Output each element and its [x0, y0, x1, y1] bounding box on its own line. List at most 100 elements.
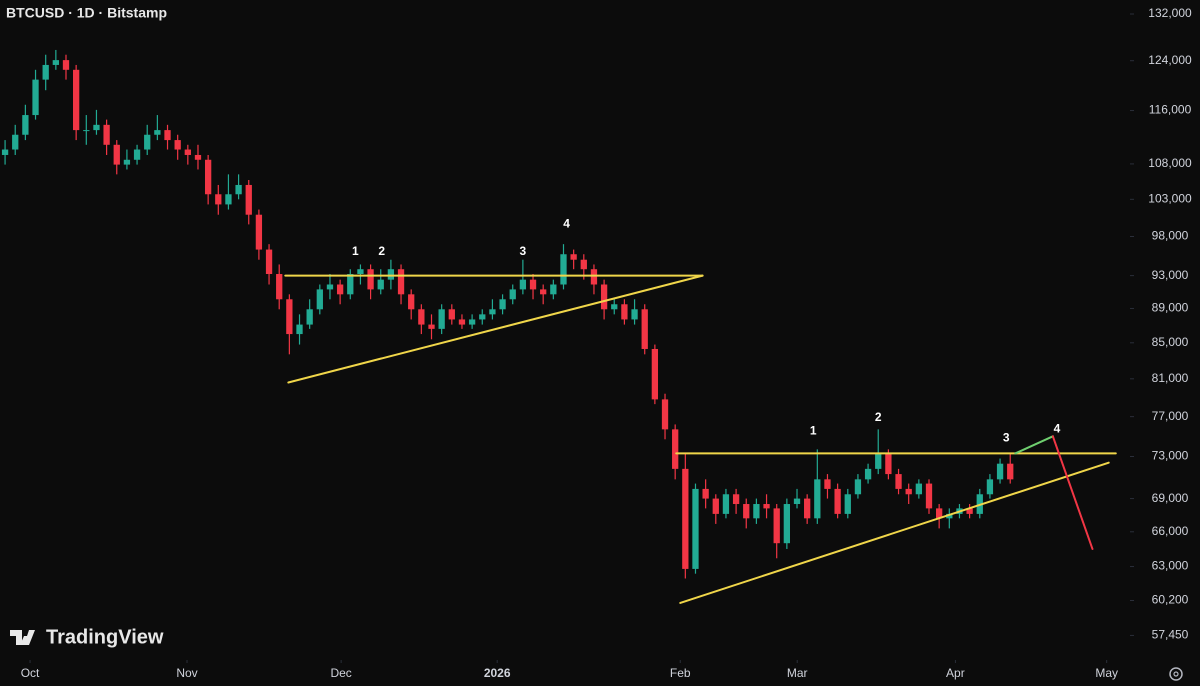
candle-body	[357, 269, 364, 275]
trend-line	[1014, 435, 1054, 455]
candle-body	[641, 309, 648, 349]
candle-body	[418, 309, 425, 325]
candle-body	[164, 130, 171, 141]
candle-body	[611, 304, 618, 310]
candle-body	[52, 60, 59, 65]
candle-body	[336, 284, 344, 295]
plot-area: 1 2 3 4 1 2 3 4	[1, 49, 1117, 604]
candle-body	[306, 309, 313, 325]
candle-body	[408, 294, 415, 310]
candle-body	[621, 304, 628, 320]
candle-body	[692, 488, 699, 569]
candle-body	[925, 483, 933, 509]
candle-body	[32, 79, 39, 116]
candle-body	[428, 324, 435, 329]
y-tick-label: 73,000	[1152, 449, 1189, 463]
x-tick-label: Oct	[21, 666, 40, 680]
brand-logo: TradingView	[10, 626, 164, 648]
candle-body	[529, 279, 537, 290]
candle-body	[1, 149, 9, 155]
x-tick-label: Feb	[670, 666, 691, 680]
wave-label: 1	[810, 424, 817, 438]
candle-body	[255, 214, 263, 250]
trend-line	[679, 461, 1110, 604]
candle-body	[743, 504, 750, 519]
settings-icon[interactable]	[1169, 667, 1183, 681]
candle-body	[702, 488, 709, 499]
candle-body	[83, 130, 90, 132]
x-tick-label: May	[1095, 666, 1118, 680]
candle-body	[936, 508, 943, 519]
candle-body	[915, 483, 922, 495]
candle-body	[93, 124, 100, 131]
candle-body	[387, 269, 395, 280]
y-tick-label: 85,000	[1152, 335, 1189, 349]
candle-body	[875, 453, 882, 469]
y-tick-label: 57,450	[1152, 628, 1189, 642]
candle-body	[225, 194, 232, 205]
candle-body	[783, 504, 791, 544]
candle-body	[763, 504, 770, 509]
candle-body	[103, 124, 110, 145]
y-tick-label: 66,000	[1152, 524, 1189, 538]
candle-body	[276, 274, 283, 300]
y-tick-label: 77,000	[1152, 409, 1189, 423]
trend-line	[1051, 435, 1094, 550]
x-tick-label: 2026	[484, 666, 511, 680]
trend-line	[287, 274, 704, 384]
candle-body	[144, 134, 151, 150]
candle-body	[235, 184, 242, 195]
candle-body	[946, 513, 953, 519]
candle-body	[540, 289, 547, 295]
candle-body	[509, 289, 516, 300]
candle-body	[286, 299, 293, 335]
y-tick-label: 132,000	[1148, 6, 1192, 20]
x-tick-label: Dec	[330, 666, 351, 680]
candle-body	[600, 284, 608, 310]
candle-body	[499, 299, 506, 310]
candle-body	[448, 309, 455, 320]
candle-body	[468, 319, 476, 325]
candle-body	[854, 479, 862, 495]
candle-body	[834, 488, 841, 514]
candle-body	[631, 309, 638, 320]
brand-name: TradingView	[46, 626, 164, 648]
candle-body	[326, 284, 334, 290]
candle-body	[966, 508, 973, 514]
candle-body	[895, 474, 902, 489]
candle-body	[651, 348, 659, 400]
candle-body	[986, 479, 994, 495]
y-tick-label: 103,000	[1148, 191, 1192, 205]
wave-label: 2	[378, 244, 385, 258]
candle-body	[458, 319, 466, 325]
y-tick-label: 98,000	[1152, 229, 1189, 243]
candle-body	[438, 309, 445, 329]
x-tick-label: Mar	[787, 666, 808, 680]
logo-icon	[10, 630, 35, 645]
candle-body	[580, 259, 587, 270]
candle-body	[672, 429, 679, 469]
candle-body	[62, 60, 70, 70]
candle-body	[570, 254, 577, 260]
candle-body	[560, 254, 567, 285]
candle-body	[22, 115, 29, 135]
wave-label: 3	[520, 244, 527, 258]
candle-body	[347, 274, 354, 295]
candle-body	[316, 289, 323, 310]
candle-body	[73, 69, 80, 131]
candle-body	[793, 498, 801, 505]
settings-icon-center	[1173, 671, 1179, 677]
candle-body	[590, 269, 598, 285]
candle-body	[712, 498, 719, 514]
x-tick-label: Nov	[176, 666, 197, 680]
y-tick-label: 116,000	[1149, 103, 1192, 117]
candle-body	[204, 159, 212, 195]
candle-body	[154, 130, 161, 135]
candle-body	[550, 284, 557, 295]
candle-body	[996, 463, 1004, 480]
candle-body	[732, 494, 740, 505]
candle-body	[123, 159, 131, 165]
